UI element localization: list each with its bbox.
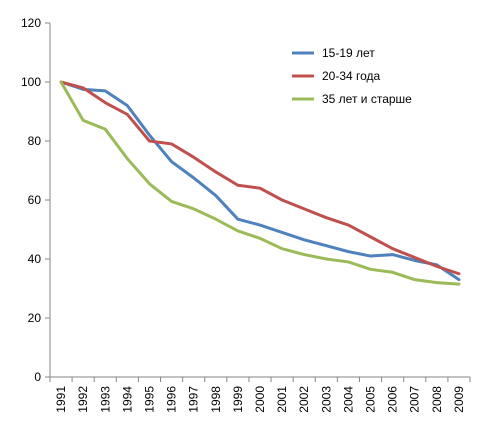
y-tick-label: 40 bbox=[28, 252, 42, 266]
x-tick-label: 2004 bbox=[341, 386, 355, 413]
x-tick-label: 2007 bbox=[408, 386, 422, 413]
x-tick-label: 2003 bbox=[319, 386, 333, 413]
y-tick-label: 60 bbox=[28, 193, 42, 207]
x-tick-label: 1997 bbox=[187, 386, 201, 413]
y-tick-label: 120 bbox=[21, 16, 41, 30]
legend-label: 20-34 года bbox=[322, 69, 381, 83]
x-tick-label: 1995 bbox=[142, 386, 156, 413]
legend-label: 35 лет и старше bbox=[322, 92, 412, 106]
x-axis: 1991 1992 1993 1994 1995 1996 1997 1998 1999 2000… bbox=[49, 376, 471, 413]
x-tick-label: 1992 bbox=[76, 386, 90, 413]
legend-label: 15-19 лет bbox=[322, 46, 375, 60]
x-tick-label: 2000 bbox=[253, 386, 267, 413]
y-tick-label: 80 bbox=[28, 134, 42, 148]
x-tick-label: 2001 bbox=[275, 386, 289, 413]
x-tick-label: 1993 bbox=[98, 386, 112, 413]
x-tick-label: 1996 bbox=[165, 386, 179, 413]
series-line-3 bbox=[59, 80, 461, 286]
x-tick-label: 1991 bbox=[54, 386, 68, 413]
x-tick-label: 1994 bbox=[120, 386, 134, 413]
series-lines bbox=[59, 80, 461, 286]
x-tick-label: 1998 bbox=[209, 386, 223, 413]
y-tick-label: 0 bbox=[34, 370, 41, 384]
x-tick-label: 2005 bbox=[364, 386, 378, 413]
x-tick-label: 2008 bbox=[430, 386, 444, 413]
x-tick-label: 2009 bbox=[452, 386, 466, 413]
y-tick-label: 100 bbox=[21, 75, 41, 89]
x-tick-label: 2006 bbox=[386, 386, 400, 413]
legend: 15-19 лет 20-34 года 35 лет и старше bbox=[292, 46, 412, 106]
y-axis: 0 20 40 60 80 100 120 bbox=[21, 16, 51, 384]
x-tick-label: 1999 bbox=[231, 386, 245, 413]
x-tick-label: 2002 bbox=[297, 386, 311, 413]
series-line-2 bbox=[59, 80, 461, 276]
series-line-1 bbox=[59, 80, 461, 282]
y-tick-label: 20 bbox=[28, 311, 42, 325]
